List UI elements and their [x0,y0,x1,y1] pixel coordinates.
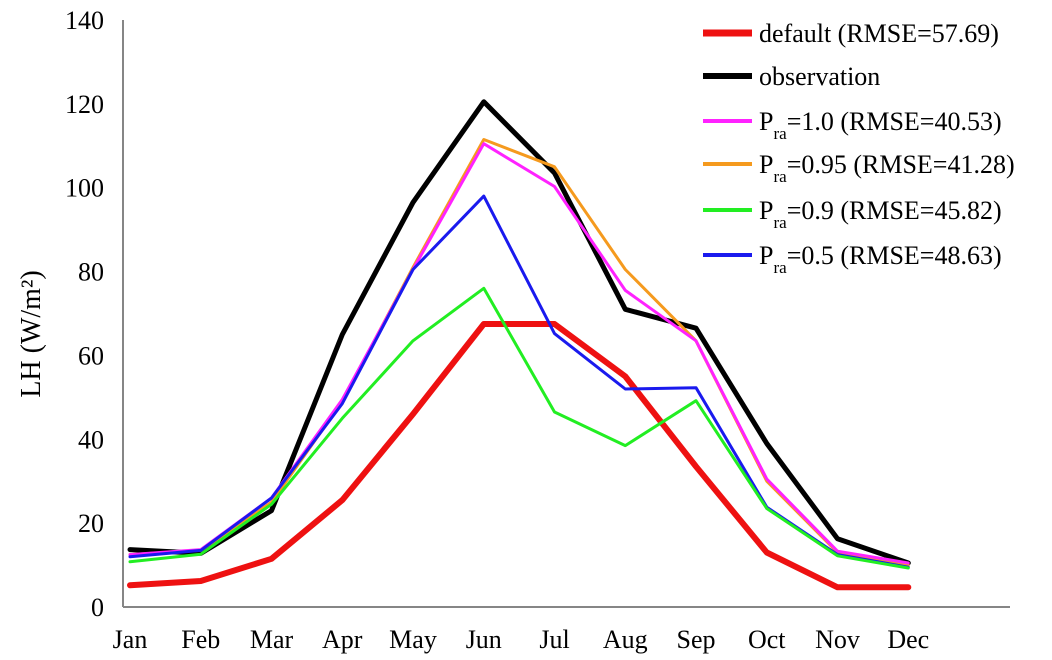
legend-label-4: Pra=0.9 (RMSE=45.82) [759,196,1002,232]
legend-label-prefix: P [759,107,773,136]
y-tick-label: 140 [65,6,104,35]
y-tick-label: 100 [65,174,104,203]
y-axis-title: LH (W/m²) [16,270,47,397]
legend-label-rest: =0.9 (RMSE=45.82) [787,196,1002,225]
legend-label-prefix: P [759,196,773,225]
legend-label-prefix: P [759,241,773,270]
legend-label-subscript: ra [773,258,787,277]
series-line-1 [127,99,911,566]
y-tick-label: 20 [78,509,104,538]
x-tick-label: Jan [113,625,148,654]
legend-label-prefix: P [759,150,773,179]
x-tick-label: Feb [181,625,220,654]
legend-label-3: Pra=0.95 (RMSE=41.28) [759,150,1015,186]
legend-label-1: observation [759,62,880,91]
legend-label-rest: =0.5 (RMSE=48.63) [787,241,1002,270]
legend-label-subscript: ra [773,213,787,232]
x-tick-labels: Jan Feb Mar Apr May Jun Jul Aug Sep Oct Nov Dec [113,625,930,654]
legend-label-rest: =1.0 (RMSE=40.53) [787,107,1002,136]
x-tick-label: Mar [250,625,294,654]
legend-label-5: Pra=0.5 (RMSE=48.63) [759,241,1002,277]
x-tick-label: May [389,625,437,654]
legend-label-rest: =0.95 (RMSE=41.28) [787,150,1015,179]
x-tick-label: Apr [322,625,363,654]
y-tick-label: 40 [78,425,104,454]
series-layer [127,99,912,591]
legend-label-0: default (RMSE=57.69) [759,19,999,48]
x-tick-label: Jul [539,625,569,654]
axes [122,20,1010,608]
legend-label-subscript: ra [773,124,787,143]
x-tick-label: Nov [815,625,860,654]
x-tick-label: Sep [677,625,716,654]
x-tick-label: Aug [603,625,648,654]
y-tick-labels: 0 20 40 60 80 100 120 140 [65,6,104,622]
series-line-0 [127,321,912,591]
y-tick-label: 0 [91,593,104,622]
legend-label-subscript: ra [773,167,787,186]
x-tick-label: Oct [748,625,786,654]
x-tick-label: Dec [887,625,929,654]
series-line-4 [128,286,910,570]
y-tick-label: 120 [65,90,104,119]
y-tick-label: 80 [78,258,104,287]
legend-label-2: Pra=1.0 (RMSE=40.53) [759,107,1002,143]
x-tick-label: Jun [466,625,502,654]
y-tick-label: 60 [78,341,104,370]
